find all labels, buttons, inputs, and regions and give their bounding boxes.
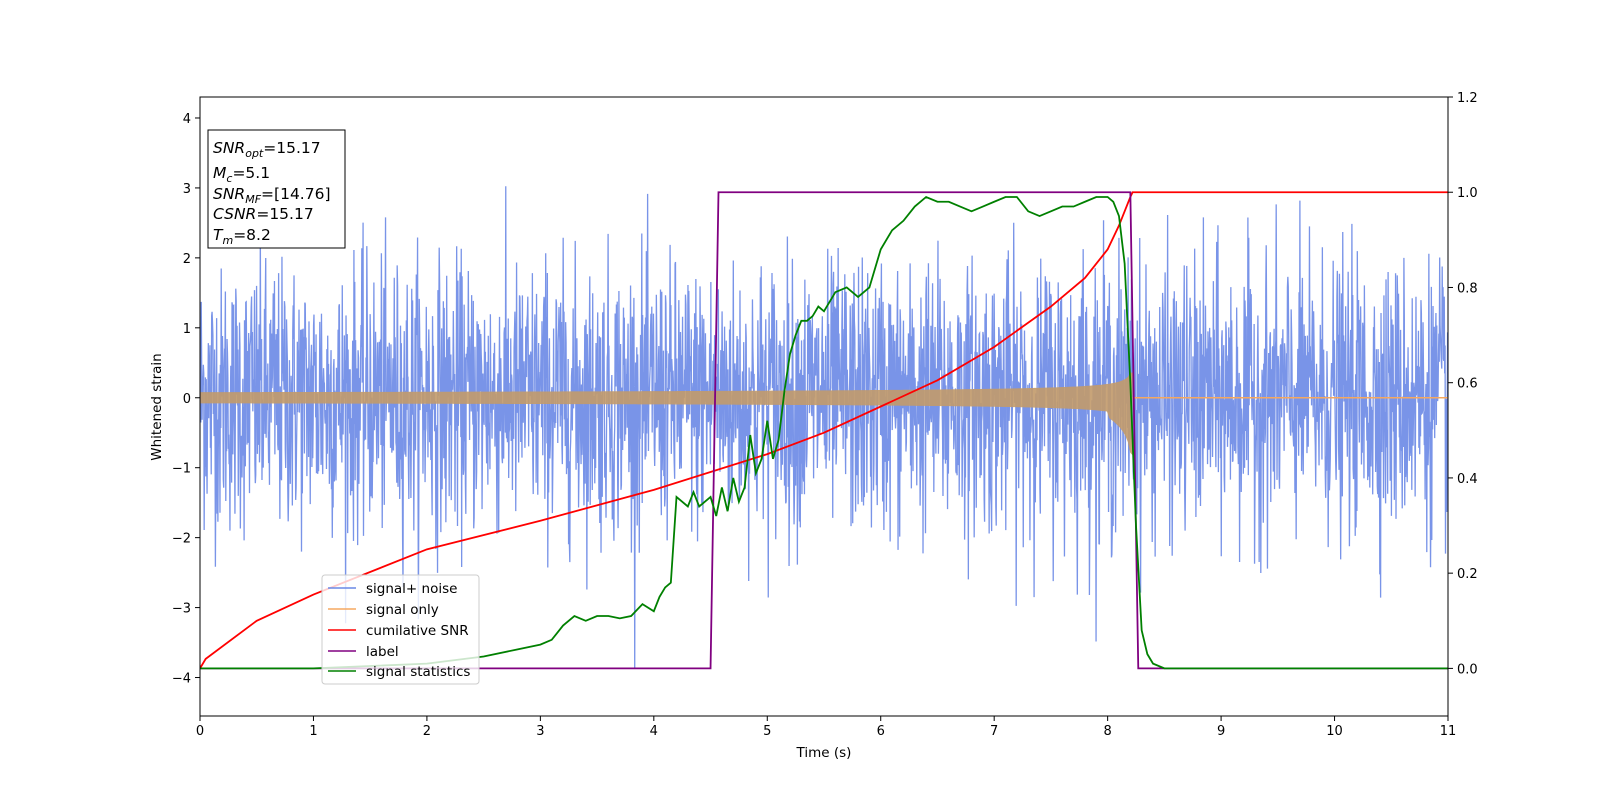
y-left-tick-label: −3 [172, 602, 191, 617]
plot-area [200, 186, 1448, 670]
info-line-snr-opt: SNRopt=15.17 [213, 139, 321, 160]
x-tick-label: 7 [990, 724, 998, 739]
y-left-tick-label: −1 [172, 462, 191, 477]
signal-only-envelope [200, 372, 1133, 456]
y-left-tick-label: 0 [183, 392, 191, 407]
legend-label-label: label [366, 644, 399, 660]
x-axis-label: Time (s) [796, 745, 852, 761]
legend: signal+ noise signal only cumilative SNR… [321, 574, 480, 685]
x-tick-label: 0 [196, 724, 204, 739]
y-axis-right: 0.0 0.2 0.4 0.6 0.8 1.0 1.2 [1448, 91, 1478, 677]
info-line-snr-mf: SNRMF=[14.76] [213, 185, 331, 206]
y-right-tick-label: 0.6 [1457, 377, 1478, 392]
info-line-tm: Tm=8.2 [213, 226, 271, 247]
right-axis-series [200, 191, 1448, 670]
info-line-csnr: CSNR=15.17 [213, 205, 314, 223]
x-tick-label: 1 [309, 724, 317, 739]
y-left-tick-label: 1 [183, 322, 191, 337]
x-tick-label: 9 [1217, 724, 1225, 739]
y-right-tick-label: 0.8 [1457, 281, 1478, 296]
y-right-tick-label: 1.0 [1457, 186, 1478, 201]
y-right-tick-label: 0.0 [1457, 662, 1478, 677]
legend-label-signal: signal only [366, 602, 439, 618]
x-tick-label: 10 [1326, 724, 1343, 739]
y-axis-left: −4 −3 −2 −1 0 1 2 3 4 [172, 112, 200, 687]
x-tick-label: 5 [763, 724, 771, 739]
x-tick-label: 6 [877, 724, 885, 739]
x-axis: 0 1 2 3 4 5 6 7 8 9 10 11 [196, 716, 1456, 739]
info-box: SNRopt=15.17 Mc=5.1 SNRMF=[14.76] CSNR=1… [207, 129, 346, 249]
legend-frame [321, 574, 480, 685]
signal-statistics-line [200, 195, 1448, 670]
legend-label-noise: signal+ noise [366, 581, 457, 597]
info-line-mc: Mc=5.1 [213, 164, 270, 185]
y-left-tick-label: −2 [172, 532, 191, 547]
x-tick-label: 4 [650, 724, 658, 739]
y-right-tick-label: 1.2 [1457, 91, 1478, 106]
y-right-tick-label: 0.4 [1457, 472, 1478, 487]
info-box-frame [207, 129, 346, 249]
y-left-tick-label: 4 [183, 112, 191, 127]
x-tick-label: 2 [423, 724, 431, 739]
x-tick-label: 11 [1440, 724, 1457, 739]
x-tick-label: 8 [1103, 724, 1111, 739]
x-tick-label: 3 [536, 724, 544, 739]
y-left-tick-label: 2 [183, 252, 191, 267]
y-right-tick-label: 0.2 [1457, 567, 1478, 582]
legend-label-statistics: signal statistics [366, 664, 470, 680]
legend-label-cumulative: cumilative SNR [366, 623, 469, 639]
signal-only-series [200, 372, 1448, 456]
y-left-tick-label: −4 [172, 672, 191, 687]
plot-frame [199, 96, 1449, 717]
y-axis-label: Whitened strain [149, 353, 165, 460]
y-left-tick-label: 3 [183, 182, 191, 197]
cumulative-snr-line [200, 191, 1448, 669]
